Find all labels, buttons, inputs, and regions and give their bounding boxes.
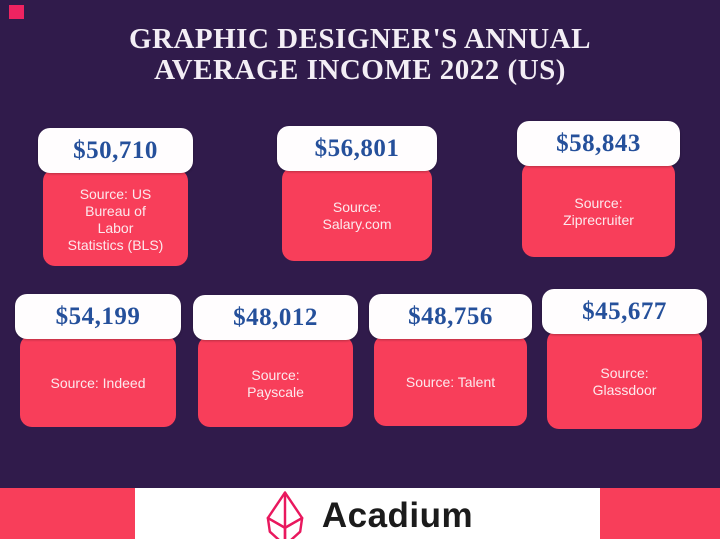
footer-brand-strip: Acadium	[135, 488, 600, 539]
source-label: Source: Talent	[405, 374, 496, 390]
brand-wordmark: Acadium	[321, 496, 474, 535]
page-title: GRAPHIC DESIGNER'S ANNUAL AVERAGE INCOME…	[0, 24, 720, 86]
income-card-talent: $48,756 Source: Talent	[369, 294, 532, 426]
amount-value: $50,710	[73, 136, 158, 164]
source-label: Source: Indeed	[50, 374, 146, 391]
card-body: Source: Ziprecruiter	[522, 162, 675, 257]
page-title-line1: GRAPHIC DESIGNER'S ANNUAL	[128, 23, 592, 55]
amount-box: $54,199	[15, 294, 181, 339]
acadium-diamond-icon	[266, 491, 304, 539]
card-body: Source: Salary.com	[282, 167, 432, 261]
amount-box: $48,012	[193, 295, 358, 340]
amount-value: $56,801	[314, 134, 400, 162]
footer-bar: Acadium	[0, 488, 720, 539]
amount-box: $56,801	[277, 126, 437, 171]
card-body: Source: Payscale	[198, 336, 353, 427]
card-body: Source: US Bureau of Labor Statistics (B…	[43, 169, 188, 266]
amount-value: $58,843	[556, 129, 641, 157]
card-body: Source: Glassdoor	[547, 330, 702, 429]
income-card-ziprecruiter: $58,843 Source: Ziprecruiter	[517, 121, 680, 257]
amount-box: $45,677	[542, 289, 707, 334]
income-card-payscale: $48,012 Source: Payscale	[193, 295, 358, 427]
amount-box: $58,843	[517, 121, 680, 166]
card-body: Source: Talent	[374, 335, 527, 426]
source-label: Source: Payscale	[247, 366, 304, 400]
source-label: Source: US Bureau of Labor Statistics (B…	[67, 185, 164, 253]
amount-value: $48,756	[408, 302, 493, 330]
amount-value: $45,677	[582, 297, 667, 325]
page-title-line2: AVERAGE INCOME 2022 (US)	[154, 54, 566, 86]
amount-value: $54,199	[55, 302, 141, 330]
amount-box: $50,710	[38, 128, 193, 173]
amount-box: $48,756	[369, 294, 532, 339]
corner-accent-square	[9, 5, 24, 19]
income-card-salarycom: $56,801 Source: Salary.com	[277, 126, 437, 261]
income-card-glassdoor: $45,677 Source: Glassdoor	[542, 289, 707, 429]
card-body: Source: Indeed	[20, 335, 176, 427]
source-label: Source: Glassdoor	[592, 364, 657, 398]
income-card-indeed: $54,199 Source: Indeed	[15, 294, 181, 427]
source-label: Source: Salary.com	[322, 199, 392, 232]
source-label: Source: Ziprecruiter	[563, 194, 634, 228]
income-card-bls: $50,710 Source: US Bureau of Labor Stati…	[38, 128, 193, 266]
amount-value: $48,012	[233, 303, 318, 331]
